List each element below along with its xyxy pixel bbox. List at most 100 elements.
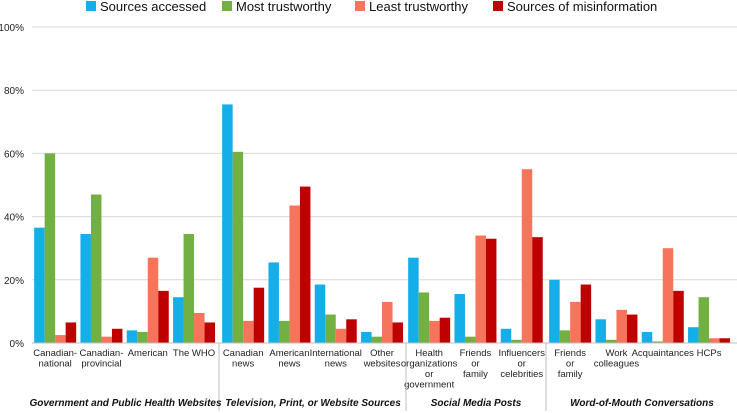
- legend-swatch: [86, 1, 96, 11]
- group-label: Social Media Posts: [431, 398, 522, 409]
- bar: [595, 319, 606, 343]
- bar: [464, 336, 476, 343]
- bar: [253, 287, 265, 343]
- bar: [616, 309, 627, 343]
- x-tick-label: HCPs: [697, 348, 722, 359]
- bar: [382, 301, 393, 343]
- x-tick-label: Canadian-national: [33, 348, 77, 370]
- bar: [147, 257, 159, 343]
- bar: [222, 104, 233, 343]
- bar: [137, 331, 148, 343]
- bar: [173, 297, 184, 343]
- bars: [34, 104, 731, 343]
- bar: [158, 290, 169, 343]
- group-labels: Government and Public Health Websites Tel…: [29, 398, 714, 409]
- x-tick-label: Work colleagues: [594, 348, 640, 370]
- bar: [314, 284, 326, 343]
- bar: [299, 186, 311, 343]
- bar: [325, 314, 336, 343]
- bar: [559, 330, 571, 343]
- legend-swatch: [355, 1, 365, 11]
- bar: [335, 328, 347, 343]
- bar: [673, 290, 684, 343]
- bar: [55, 335, 66, 343]
- bar: [408, 257, 419, 343]
- legend-label: Sources of misinformation: [507, 0, 657, 14]
- bar: [44, 153, 56, 343]
- bar: [204, 322, 216, 343]
- bar: [549, 279, 560, 343]
- bar: [361, 331, 372, 343]
- bar: [34, 227, 45, 343]
- x-tick-label: Friends or family: [554, 348, 586, 380]
- bar: [688, 327, 699, 343]
- y-tick-label: 100%: [0, 23, 24, 34]
- bar: [475, 235, 486, 343]
- y-tick-label: 80%: [4, 86, 24, 97]
- bar: [268, 262, 279, 343]
- x-tick-label: Acquaintances: [632, 348, 695, 359]
- x-tick-label: Friends or family: [460, 348, 492, 380]
- bar: [346, 319, 357, 343]
- group-label: Television, Print, or Website Sources: [225, 398, 401, 409]
- bar: [101, 336, 112, 343]
- bar: [605, 339, 617, 343]
- y-tick-label: 40%: [4, 213, 24, 224]
- y-tick-label: 20%: [4, 276, 24, 287]
- x-tick-label: Other websites: [363, 348, 401, 370]
- bar: [662, 248, 674, 343]
- bar: [641, 331, 653, 343]
- bar: [532, 237, 543, 343]
- bar: [90, 194, 102, 343]
- legend-label: Sources accessed: [100, 0, 206, 14]
- x-tick-label: Canadian news: [223, 348, 264, 370]
- x-tick-label: International news: [310, 348, 362, 370]
- bar: [371, 336, 383, 343]
- y-tick-label: 0%: [10, 339, 25, 350]
- y-axis: 0% 20% 40% 60% 80% 100%: [0, 23, 24, 350]
- gridlines: [32, 26, 737, 281]
- bar: [626, 314, 638, 343]
- x-tick-label: Influencers or celebrities: [499, 348, 546, 380]
- legend: Sources accessed Most trustworthy Least tr…: [86, 0, 657, 14]
- bar: [243, 320, 254, 343]
- x-tick-label: American: [128, 348, 168, 359]
- bar: [111, 328, 123, 343]
- bar: [570, 301, 581, 343]
- bar: [439, 317, 451, 343]
- bar: [289, 205, 300, 343]
- group-label: Government and Public Health Websites: [29, 398, 222, 409]
- bar: [521, 169, 533, 343]
- bar: [418, 292, 430, 343]
- x-tick-label: The WHO: [173, 348, 215, 359]
- x-tick-label: Canadian-provincial: [80, 348, 124, 370]
- bar: [580, 284, 592, 343]
- x-tick-label: Health organizations or government: [401, 348, 458, 391]
- bar: [392, 322, 404, 343]
- bar: [232, 151, 244, 343]
- bar: [194, 312, 205, 343]
- bar: [454, 294, 465, 343]
- y-tick-label: 60%: [4, 149, 24, 160]
- bar: [511, 339, 522, 343]
- legend-swatch: [493, 1, 503, 11]
- legend-label: Most trustworthy: [236, 0, 332, 14]
- x-tick-label: American news: [269, 348, 309, 370]
- legend-swatch: [222, 1, 232, 11]
- bar: [698, 297, 710, 343]
- bar: [500, 328, 512, 343]
- bar: [183, 233, 195, 343]
- bar: [278, 320, 290, 343]
- bar: [485, 238, 497, 343]
- bar: [709, 338, 720, 343]
- bar: [719, 338, 731, 343]
- group-label: Word-of-Mouth Conversations: [570, 398, 714, 409]
- bar: [652, 341, 663, 343]
- bar: [80, 233, 91, 343]
- bar: [429, 320, 440, 343]
- legend-label: Least trustworthy: [369, 0, 468, 14]
- bar: [126, 330, 138, 343]
- bar: [65, 322, 77, 343]
